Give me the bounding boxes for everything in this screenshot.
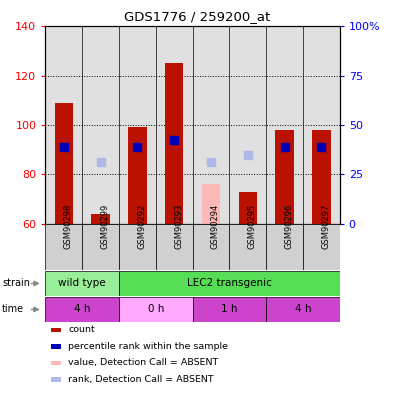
Bar (55, 103, 73, 224)
Bar (45, 271, 119, 296)
Point (281, 144, 288, 150)
Point (208, 159, 214, 165)
Bar (119, 271, 340, 296)
Bar (275, 130, 294, 224)
Text: count: count (68, 326, 95, 335)
Bar (156, 224, 193, 270)
Bar (45, 297, 119, 322)
Point (134, 144, 141, 150)
Text: GSM90293: GSM90293 (174, 203, 183, 249)
Text: time: time (2, 305, 24, 314)
Bar (239, 192, 257, 224)
Bar (266, 224, 303, 270)
Text: 4 h: 4 h (295, 305, 311, 314)
Bar (119, 224, 156, 270)
Text: GSM90295: GSM90295 (248, 203, 257, 249)
Bar (165, 63, 183, 224)
Bar (51, 361, 61, 365)
Text: GSM90297: GSM90297 (321, 203, 330, 249)
Text: percentile rank within the sample: percentile rank within the sample (68, 342, 228, 351)
Text: 0 h: 0 h (148, 305, 164, 314)
Bar (229, 224, 266, 270)
Bar (303, 224, 340, 270)
Text: GSM90294: GSM90294 (211, 203, 220, 249)
Text: GSM90296: GSM90296 (284, 203, 293, 249)
Point (318, 144, 324, 150)
Point (171, 136, 177, 143)
Bar (266, 297, 340, 322)
Text: GSM90292: GSM90292 (137, 203, 147, 249)
Bar (51, 328, 61, 332)
Text: 1 h: 1 h (221, 305, 238, 314)
Bar (82, 224, 119, 270)
Text: strain: strain (2, 279, 30, 288)
Text: 4 h: 4 h (74, 305, 90, 314)
Text: rank, Detection Call = ABSENT: rank, Detection Call = ABSENT (68, 375, 214, 384)
Bar (128, 128, 147, 224)
Text: GDS1776 / 259200_at: GDS1776 / 259200_at (124, 10, 271, 23)
Text: value, Detection Call = ABSENT: value, Detection Call = ABSENT (68, 358, 218, 367)
Bar (202, 184, 220, 224)
Bar (193, 224, 229, 270)
Text: GSM90298: GSM90298 (64, 203, 73, 249)
Point (98, 159, 104, 165)
Bar (193, 297, 266, 322)
Bar (51, 344, 61, 349)
Point (61, 144, 67, 150)
Point (245, 151, 251, 158)
Bar (51, 377, 61, 382)
Text: GSM90299: GSM90299 (101, 203, 109, 249)
Bar (45, 224, 82, 270)
Bar (91, 214, 110, 224)
Text: LEC2 transgenic: LEC2 transgenic (187, 279, 272, 288)
Text: wild type: wild type (58, 279, 106, 288)
Bar (119, 297, 193, 322)
Bar (312, 130, 331, 224)
